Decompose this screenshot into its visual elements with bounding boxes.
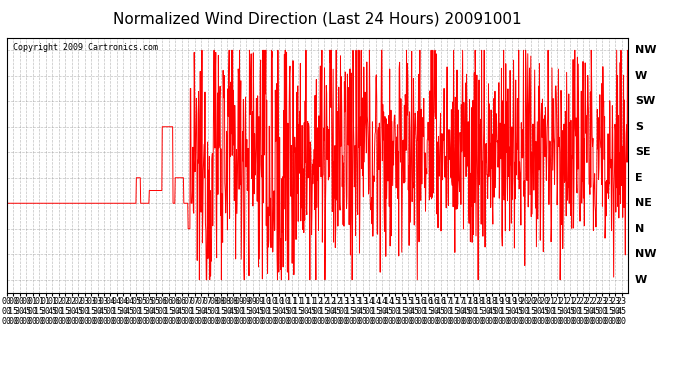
Text: E: E (635, 173, 642, 183)
Text: N: N (635, 224, 644, 234)
Text: SE: SE (635, 147, 651, 157)
Text: NW: NW (635, 249, 656, 259)
Text: Copyright 2009 Cartronics.com: Copyright 2009 Cartronics.com (13, 43, 158, 52)
Text: W: W (635, 275, 647, 285)
Text: NE: NE (635, 198, 652, 208)
Text: SW: SW (635, 96, 655, 106)
Text: W: W (635, 71, 647, 81)
Text: NW: NW (635, 45, 656, 55)
Text: S: S (635, 122, 643, 132)
Text: Normalized Wind Direction (Last 24 Hours) 20091001: Normalized Wind Direction (Last 24 Hours… (113, 11, 522, 26)
